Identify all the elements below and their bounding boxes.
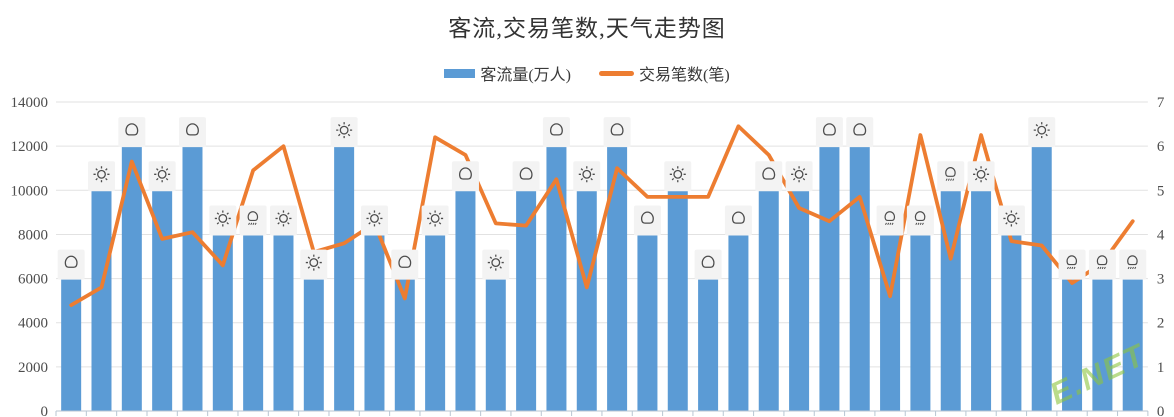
right-axis-label: 6 [1157,139,1165,155]
right-axis-label: 7 [1157,95,1165,111]
bar[interactable] [546,146,567,411]
legend: 客流量(万人) 交易笔数(笔) [0,62,1174,84]
bar[interactable] [849,146,870,411]
bar[interactable] [1092,278,1113,411]
right-axis-label: 0 [1157,404,1165,417]
weather-icon-box [755,161,783,192]
left-axis-label: 8000 [18,227,48,243]
weather-icon-box [846,117,874,148]
weather-icon-box [603,117,631,148]
right-axis-label: 4 [1157,227,1165,243]
bar[interactable] [1001,234,1022,411]
weather-icon-box [724,205,752,236]
weather-icon-box [815,117,843,148]
left-axis-label: 10000 [11,183,49,199]
left-axis-label: 0 [41,404,49,417]
bar-series-swatch-icon [444,68,476,78]
weather-icon-box [451,161,479,192]
left-axis-label: 12000 [11,139,49,155]
bar[interactable] [516,190,537,411]
weather-icon-box [785,161,813,192]
weather-icon-box [330,117,358,148]
right-axis-label: 1 [1157,360,1165,376]
weather-icon-box [997,205,1025,236]
bar[interactable] [1062,278,1083,411]
weather-icon-box [512,161,540,192]
right-axis-label: 5 [1157,183,1165,199]
weather-icon-box [209,205,237,236]
transactions-line[interactable] [69,124,1135,308]
bar[interactable] [728,234,749,411]
bar[interactable] [667,190,688,411]
right-axis-label: 3 [1157,272,1165,288]
bar[interactable] [394,278,415,411]
chart-title: 客流,交易笔数,天气走势图 [448,16,726,41]
weather-icon-box [633,205,661,236]
legend-item-transactions[interactable]: 交易笔数(笔) [599,61,730,85]
bar[interactable] [910,234,931,411]
legend-label-passenger-flow: 客流量(万人) [480,67,571,84]
bar[interactable] [364,234,385,411]
weather-icon-box [300,249,328,280]
bar[interactable] [61,278,82,411]
bar[interactable] [273,234,294,411]
bar[interactable] [121,146,142,411]
bar[interactable] [303,278,324,411]
line-series-swatch-icon [599,70,634,76]
weather-icon-box [178,117,206,148]
bar[interactable] [789,190,810,411]
weather-icon-box [1028,117,1056,148]
bar[interactable] [819,146,840,411]
weather-icon-box [664,161,692,192]
legend-item-passenger-flow[interactable]: 客流量(万人) [444,61,571,85]
left-axis-label: 4000 [18,316,48,332]
bar[interactable] [212,234,233,411]
weather-icon-box [391,249,419,280]
legend-label-transactions: 交易笔数(笔) [639,67,730,84]
bar[interactable] [152,190,173,411]
weather-icon-box [269,205,297,236]
bar[interactable] [485,278,506,411]
bar[interactable] [334,146,355,411]
weather-icon-box [421,205,449,236]
weather-icon-box [573,161,601,192]
weather-icon-box [360,205,388,236]
left-axis-label: 6000 [18,272,48,288]
weather-icon-box [57,249,85,280]
weather-icon-box [148,161,176,192]
weather-icon-box [118,117,146,148]
bar[interactable] [91,190,112,411]
bar[interactable] [1031,146,1052,411]
bar[interactable] [971,190,992,411]
bar[interactable] [576,190,597,411]
left-axis-label: 2000 [18,360,48,376]
weather-icon-box [542,117,570,148]
bar[interactable] [243,234,264,411]
bar[interactable] [607,146,628,411]
bar[interactable] [425,234,446,411]
left-axis-label: 14000 [11,95,49,111]
bar[interactable] [698,278,719,411]
bar[interactable] [758,190,779,411]
weather-icon-box [87,161,115,192]
right-axis-label: 2 [1157,316,1165,332]
bar[interactable] [637,234,658,411]
weather-icon-box [482,249,510,280]
bar[interactable] [182,146,203,411]
bar[interactable] [455,190,476,411]
bar[interactable] [1122,278,1143,411]
weather-icon-box [694,249,722,280]
weather-icon-box [967,161,995,192]
